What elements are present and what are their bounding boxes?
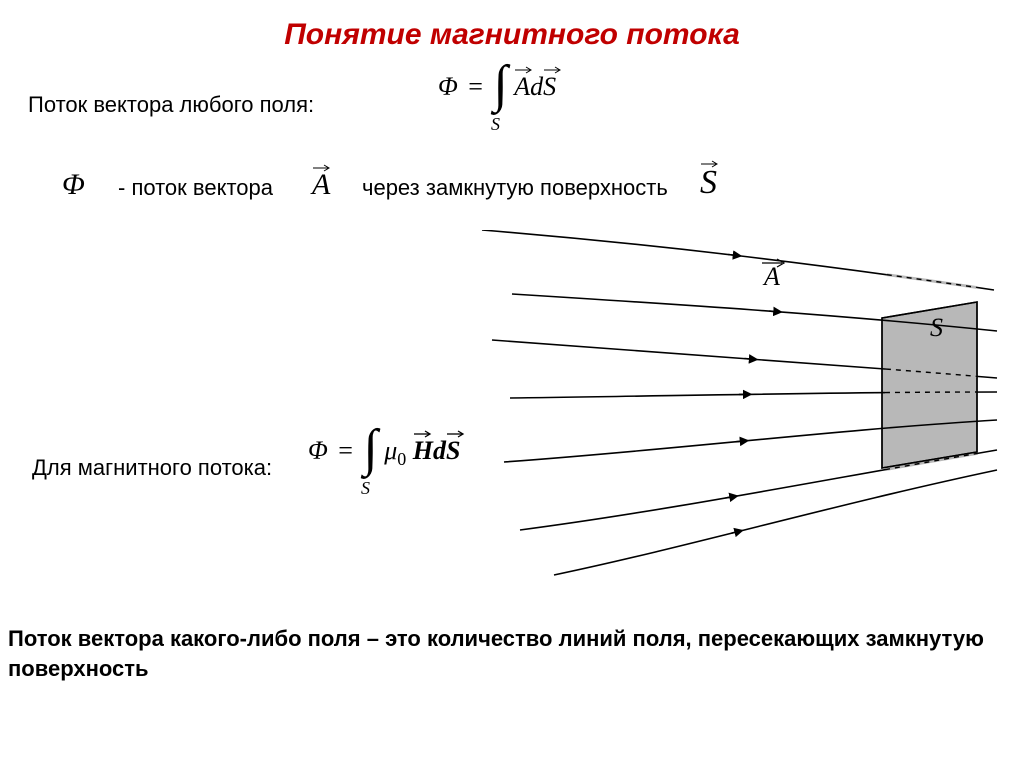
text-for-magnetic-flux: Для магнитного потока: — [32, 455, 272, 481]
symbol-vector-S-standalone: S — [700, 164, 717, 202]
vector-H: H — [413, 436, 433, 466]
text-flux-summary: Поток вектора какого-либо поля – это кол… — [8, 624, 988, 683]
vector-dS: S — [543, 72, 556, 102]
equals-sign: = — [464, 72, 487, 101]
text-phi-is-flux-of: - поток вектора — [118, 175, 273, 201]
differential-d-2: d — [433, 436, 446, 465]
text-flux-definition-intro: Поток вектора любого поля: — [28, 92, 314, 118]
symbol-mu: μ — [384, 436, 397, 465]
symbol-vector-A-standalone: A — [312, 168, 330, 202]
subscript-zero: 0 — [397, 449, 406, 469]
symbol-phi-2: Φ — [308, 436, 328, 465]
differential-d: d — [530, 72, 543, 101]
text-through-closed-surface: через замкнутую поверхность — [362, 175, 668, 201]
integral-limit-S: S — [491, 114, 500, 135]
equation-general-flux: Φ = ∫ A d S S — [438, 72, 556, 102]
vector-A: A — [514, 72, 530, 102]
vector-dS-2: S — [446, 436, 460, 466]
svg-text:S: S — [930, 313, 943, 342]
symbol-phi: Φ — [438, 72, 458, 101]
slide-title: Понятие магнитного потока — [0, 18, 1024, 52]
symbol-phi-standalone: Φ — [62, 168, 85, 202]
equals-sign-2: = — [334, 436, 357, 465]
field-lines-diagram: SA — [472, 230, 1002, 590]
integral-limit-S-2: S — [361, 478, 370, 499]
equation-magnetic-flux: Φ = ∫ μ0 H d S S — [308, 436, 460, 466]
integral-sign-2: ∫ — [363, 436, 377, 462]
integral-sign: ∫ — [493, 72, 507, 98]
